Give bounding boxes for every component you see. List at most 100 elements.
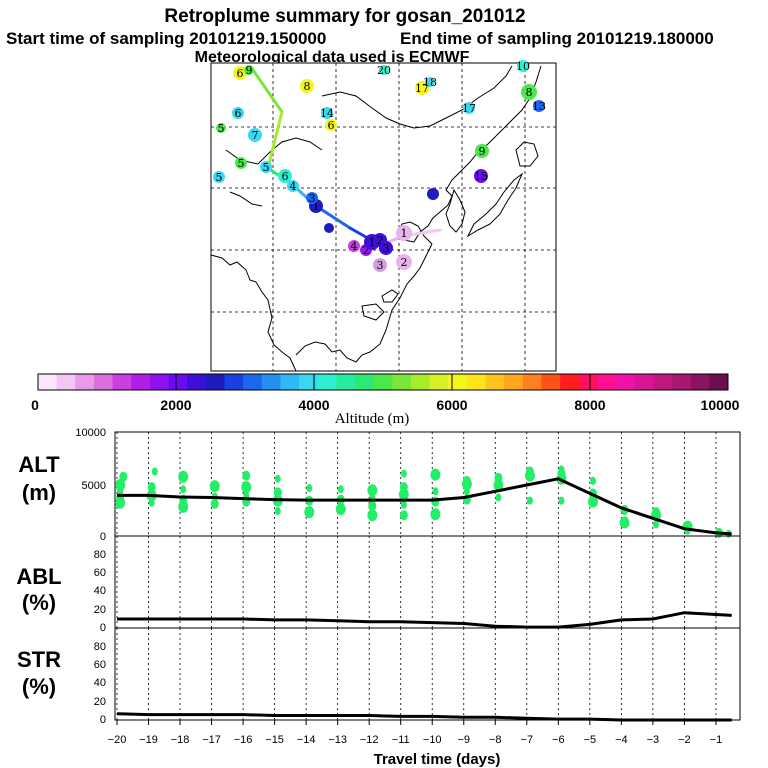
- colorbar-cell: [448, 374, 468, 390]
- trajectory-marker: 10: [516, 60, 530, 73]
- trajectory-marker-dot: [300, 79, 314, 93]
- x-axis-label: Travel time (days): [374, 751, 501, 768]
- trajectory-marker: 14: [320, 107, 334, 120]
- trajectory-marker-label: 15: [474, 170, 488, 183]
- alt-scatter-point: [495, 493, 502, 502]
- trajectory-marker: 4: [348, 240, 360, 253]
- colorbar-cell: [149, 374, 170, 390]
- alt-ytick: 0: [100, 531, 106, 543]
- trajectory-marker-label: 4: [290, 180, 297, 193]
- x-tick-label: −16: [234, 734, 253, 746]
- trajectory-marker-dot: [325, 119, 337, 131]
- colorbar-tick: 6000: [436, 397, 467, 413]
- x-tick-label: −7: [521, 734, 534, 746]
- alt-scatter: [115, 465, 732, 538]
- abl-panel-title: ABL: [16, 564, 61, 589]
- trajectory-marker: 7: [248, 128, 262, 142]
- colorbar-cell: [690, 374, 710, 390]
- trajectory-marker-label: 5: [263, 161, 270, 174]
- str-ytick: 60: [94, 659, 106, 671]
- trajectory-marker-dot: [396, 254, 412, 270]
- colorbar-cell: [541, 374, 561, 390]
- figure-title: Retroplume summary for gosan_201012: [164, 6, 525, 27]
- trajectory-marker-label: 1: [401, 227, 408, 240]
- colorbar-cell: [410, 374, 431, 390]
- trajectory-marker-dot: [373, 258, 387, 272]
- alt-scatter-point: [367, 484, 378, 497]
- trajectory-marker-dot: [287, 180, 299, 192]
- x-tick-label: −2: [678, 734, 691, 746]
- trajectory-marker-dot: [427, 188, 439, 200]
- trajectory-marker-label: 6: [237, 67, 244, 80]
- trajectory-marker-dot: [463, 102, 475, 114]
- x-tick-label: −10: [423, 734, 442, 746]
- alt-scatter-point: [306, 484, 313, 493]
- x-tick-label: −14: [297, 734, 316, 746]
- alt-scatter-point: [430, 508, 441, 521]
- trajectory-marker-label: 9: [246, 64, 253, 77]
- trajectory-marker: 15: [474, 169, 488, 183]
- alt-scatter-point: [587, 495, 598, 508]
- trajectory-marker-label: 14: [320, 107, 334, 120]
- alt-scatter-point: [494, 472, 503, 483]
- colorbar-tick: 10000: [701, 397, 740, 413]
- alt-scatter-point: [368, 500, 377, 511]
- alt-ytick: 5000: [82, 480, 106, 492]
- abl-panel: ABL (%) 80 60 40 20 0: [16, 535, 741, 634]
- str-grid: [116, 628, 717, 720]
- colorbar-cell: [38, 374, 58, 390]
- abl-panel-unit: (%): [22, 590, 56, 615]
- alt-panel-unit: (m): [22, 480, 56, 505]
- trajectory-marker-dot: [425, 77, 435, 87]
- alt-mean-line: [117, 477, 732, 536]
- alt-scatter-point: [589, 476, 596, 485]
- trajectory-marker: 6: [233, 66, 247, 80]
- colorbar-cell: [597, 374, 617, 390]
- trajectory-marker-label: 3: [377, 259, 384, 272]
- trajectory-marker-dot: [533, 100, 545, 112]
- str-panel-frame: [114, 627, 741, 721]
- colorbar-cell: [187, 374, 207, 390]
- str-line: [116, 712, 732, 722]
- colorbar-cell: [373, 374, 393, 390]
- trajectory-marker-dot: [321, 107, 333, 119]
- trajectory-marker: 1: [396, 225, 412, 241]
- abl-ytick: 40: [94, 585, 106, 597]
- trajectory-marker-label: 3: [383, 242, 390, 255]
- trajectory-marker-label: 17: [415, 82, 429, 95]
- colorbar-cell: [299, 374, 319, 390]
- colorbar-cell: [243, 374, 263, 390]
- trajectory-marker-label: 6: [235, 107, 242, 120]
- trajectory-marker-dot: [324, 223, 334, 233]
- str-ytick: 80: [94, 641, 106, 653]
- colorbar-label: Altitude (m): [335, 411, 410, 427]
- trajectory-marker-dot: [475, 144, 489, 158]
- trajectory-marker-dot: [415, 81, 429, 95]
- alt-scatter-point: [526, 496, 533, 505]
- altitude-colorbar: 0 2000 4000 6000 8000 10000 Altitude (m): [31, 373, 740, 427]
- trajectory-marker-label: 7: [252, 129, 259, 142]
- trajectory-marker: 5: [260, 161, 272, 174]
- trajectory-marker: 5: [216, 122, 226, 135]
- alt-scatter-point: [119, 471, 128, 482]
- trajectory-marker-label: 17: [462, 102, 476, 115]
- alt-scatter-point: [430, 468, 441, 481]
- alt-panel-frame: [114, 431, 741, 537]
- colorbar-cell: [224, 374, 244, 390]
- trajectory-marker: 3: [306, 192, 318, 205]
- trajectory-marker-dot: [233, 66, 247, 80]
- alt-scatter-point: [398, 488, 409, 501]
- trajectory-marker: 2: [396, 254, 412, 270]
- x-axis-ticks: −20 −19 −18 −17 −16 −15 −14 −13 −12 −11 −10 −9 −8 −7 −…: [108, 720, 722, 746]
- alt-scatter-point: [274, 507, 281, 516]
- alt-scatter-point: [180, 485, 187, 494]
- alt-scatter-point: [210, 498, 219, 509]
- alt-scatter-point: [619, 516, 630, 529]
- abl-ytick: 80: [94, 549, 106, 561]
- str-panel: STR (%) 80 60 40 20 0: [17, 627, 741, 726]
- colorbar-cell: [168, 374, 188, 390]
- trajectory-marker-dot: [379, 65, 389, 75]
- trajectory-marker-dot: [348, 240, 360, 252]
